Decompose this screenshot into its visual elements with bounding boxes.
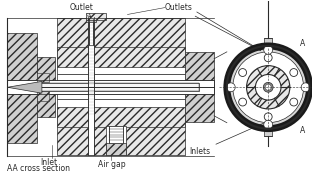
Circle shape (264, 46, 272, 54)
Circle shape (290, 98, 298, 106)
Bar (57, 99, 185, 114)
Bar (106, 126, 125, 155)
Bar (89, 19, 93, 45)
Text: A: A (300, 40, 305, 48)
Text: Y: Y (249, 91, 253, 97)
Text: Air gap: Air gap (98, 160, 126, 169)
Circle shape (264, 54, 272, 62)
Circle shape (233, 52, 304, 123)
Circle shape (227, 46, 310, 129)
Bar (57, 60, 185, 75)
Bar (37, 91, 55, 117)
Text: AA cross section: AA cross section (8, 164, 71, 173)
Bar (264, 129, 272, 136)
Bar (8, 33, 37, 143)
Text: Outlets: Outlets (165, 3, 261, 51)
Bar (37, 72, 49, 82)
Circle shape (290, 69, 298, 76)
Bar (57, 47, 185, 67)
Bar (88, 18, 94, 155)
Text: Inlets: Inlets (190, 118, 275, 156)
Bar (57, 18, 185, 60)
Circle shape (265, 84, 271, 90)
Circle shape (226, 83, 235, 92)
Bar (37, 83, 199, 91)
Bar (88, 18, 94, 155)
Bar (37, 57, 55, 82)
Bar (37, 83, 199, 91)
Bar (185, 52, 214, 122)
Bar (86, 13, 106, 20)
Polygon shape (8, 81, 42, 93)
Circle shape (263, 82, 273, 92)
Bar (109, 126, 123, 143)
Text: Z: Z (239, 102, 243, 108)
Bar (37, 91, 49, 101)
Circle shape (239, 69, 247, 76)
Bar (8, 80, 214, 94)
Circle shape (255, 75, 281, 100)
Circle shape (227, 46, 310, 129)
Bar (57, 75, 185, 99)
Bar (57, 107, 185, 127)
Circle shape (264, 120, 272, 129)
Bar (8, 80, 214, 94)
Text: Outlet: Outlet (69, 3, 93, 17)
Bar (264, 38, 272, 46)
Circle shape (247, 66, 290, 109)
Text: X: X (249, 82, 253, 88)
Bar (106, 143, 125, 155)
Text: Inlet: Inlet (40, 158, 57, 167)
Circle shape (301, 83, 310, 92)
Circle shape (264, 113, 272, 121)
Text: A: A (300, 126, 305, 135)
Bar (86, 18, 96, 22)
Circle shape (239, 98, 247, 106)
Bar (57, 114, 185, 155)
